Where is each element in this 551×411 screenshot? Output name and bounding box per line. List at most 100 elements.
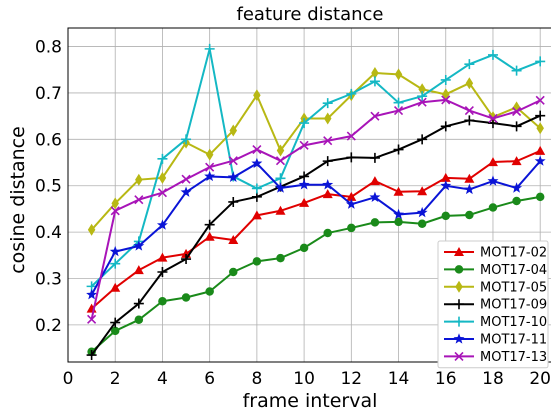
legend: MOT17-02 MOT17-04 MOT17-05 MOT17-09 MOT17-10…	[437, 240, 549, 369]
x-tick-label: 16	[435, 369, 457, 389]
x-tick-label: 6	[204, 369, 215, 389]
data-point	[180, 186, 192, 197]
data-point	[487, 49, 498, 60]
data-point	[347, 223, 356, 233]
x-tick-label: 8	[251, 369, 262, 389]
data-point	[345, 198, 357, 209]
data-point	[322, 179, 334, 190]
data-point	[465, 210, 474, 220]
data-point	[370, 218, 380, 227]
plot-frame	[67, 27, 551, 363]
data-point	[393, 208, 405, 220]
data-point	[417, 134, 428, 145]
legend-label: MOT17-09	[480, 298, 547, 313]
series-line	[90, 114, 541, 356]
data-point	[455, 280, 463, 293]
data-point	[487, 118, 498, 129]
x-tick-label: 18	[482, 369, 504, 389]
data-point	[464, 115, 475, 126]
data-point	[440, 121, 451, 132]
x-tick-label: 14	[388, 369, 410, 389]
data-point	[251, 183, 262, 194]
data-point	[275, 156, 286, 166]
data-point	[323, 136, 333, 146]
data-point	[416, 206, 428, 218]
x-tick-label: 2	[110, 369, 121, 389]
data-point	[369, 176, 380, 186]
data-point	[346, 131, 356, 141]
data-point	[158, 171, 167, 184]
data-point	[134, 195, 144, 205]
x-tick-label: 10	[293, 369, 315, 389]
data-point	[418, 83, 426, 96]
data-point	[464, 173, 475, 183]
data-point	[441, 95, 451, 105]
data-point	[204, 43, 215, 54]
data-point	[110, 326, 120, 336]
data-point	[417, 91, 428, 102]
data-point	[133, 240, 145, 251]
y-tick-label: 0.6	[35, 130, 62, 150]
data-point	[275, 205, 286, 215]
data-point	[110, 282, 121, 292]
data-point	[299, 118, 310, 129]
legend-entry: MOT17-02	[444, 246, 547, 261]
data-point	[158, 296, 167, 306]
legend-entry: MOT17-04	[444, 263, 547, 278]
data-point	[346, 88, 357, 99]
series-group	[86, 43, 546, 361]
data-point	[322, 98, 333, 109]
data-point	[323, 112, 332, 125]
series-line	[90, 47, 541, 288]
data-point	[417, 186, 428, 196]
data-point	[86, 350, 97, 361]
data-point	[323, 228, 332, 238]
data-point	[298, 179, 310, 190]
data-point	[228, 234, 239, 244]
data-point	[252, 144, 262, 155]
legend-label: MOT17-11	[480, 333, 547, 348]
data-point	[534, 155, 546, 166]
legend-entry: MOT17-05	[444, 280, 547, 295]
legend-label: MOT17-10	[480, 315, 547, 330]
data-point	[346, 191, 357, 201]
data-point	[110, 317, 121, 328]
data-point	[441, 211, 451, 221]
legend-entry: MOT17-10	[444, 315, 547, 330]
data-point	[205, 162, 215, 172]
data-point	[454, 316, 464, 327]
data-point	[204, 219, 215, 230]
y-axis-title: cosine distance	[7, 126, 29, 274]
data-point	[465, 77, 474, 90]
y-tick-label: 0.7	[35, 84, 62, 104]
data-point	[535, 110, 546, 121]
series-line	[90, 98, 541, 320]
data-point	[453, 333, 465, 344]
data-point	[488, 203, 498, 212]
series-MOT17-13	[87, 95, 545, 324]
data-point	[417, 219, 427, 229]
data-point	[393, 106, 404, 116]
data-point	[511, 121, 522, 132]
data-point	[251, 191, 262, 202]
y-tick-label: 0.3	[35, 270, 62, 290]
data-point	[394, 68, 403, 81]
x-tick-label: 20	[529, 369, 551, 389]
data-point	[181, 293, 191, 302]
data-point	[251, 157, 263, 169]
data-point	[393, 186, 404, 196]
data-point	[157, 153, 168, 164]
data-point	[370, 111, 380, 121]
data-point	[134, 315, 144, 325]
x-axis-title: frame interval	[243, 390, 378, 411]
x-tick-label: 12	[340, 369, 362, 389]
data-point	[440, 172, 451, 182]
chart-title: feature distance	[237, 4, 384, 25]
data-point	[299, 140, 309, 150]
data-point	[299, 197, 310, 207]
data-point	[369, 152, 380, 163]
data-point	[181, 254, 192, 265]
data-point	[535, 95, 545, 105]
series-MOT17-04	[87, 192, 545, 357]
data-point	[275, 173, 286, 184]
